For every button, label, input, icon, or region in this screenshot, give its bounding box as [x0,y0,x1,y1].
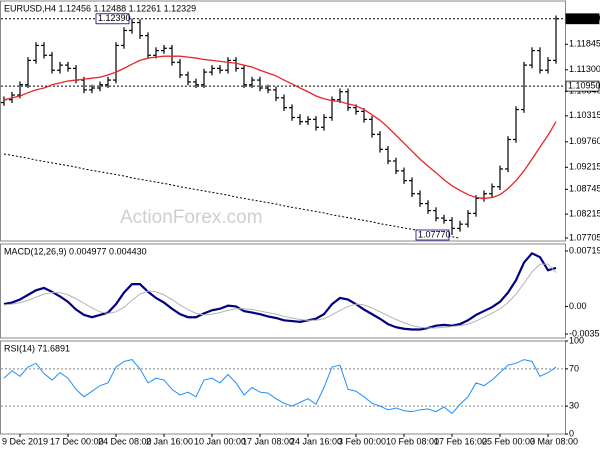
y-tick-label: 1.08745 [569,184,600,194]
x-tick-label: 25 Feb 00:00 [482,436,535,446]
x-tick-label: 3 Feb 00:00 [338,436,386,446]
y-tick-label: 1.07705 [569,232,600,242]
panel-frame [0,243,566,339]
x-tick-label: 17 Feb 16:00 [434,436,487,446]
x-tick-label: 3 Mar 08:00 [530,436,578,446]
y-tick-label: 0.00 [569,301,587,311]
indicator-line [3,263,557,329]
x-tick-label: 10 Jan 00:00 [194,436,246,446]
x-tick-label: 24 Dec 08:00 [98,436,152,446]
y-tick-label: 30 [569,400,579,410]
reference-label-box [565,13,600,25]
panel-title: MACD(12,26,9) 0.004977 0.004430 [4,246,147,256]
panel-title: EURUSD,H4 1.12456 1.12488 1.12261 1.1232… [4,3,196,13]
y-tick-label: 1.11300 [569,64,600,74]
panel-frame [0,340,566,435]
y-tick-label: 0.007196 [569,245,600,255]
panel-title: RSI(14) 71.6891 [4,343,70,353]
annotation-label: 1.07770 [418,229,451,239]
panel-frame [0,0,566,242]
indicator-line [3,359,557,415]
y-tick-label: 1.10315 [569,110,600,120]
reference-label-box [565,80,600,92]
y-tick-label: 1.09760 [569,136,600,146]
y-tick-label: -0.003585 [569,328,600,338]
y-tick-label: 0 [569,428,574,438]
y-tick-label: 1.11845 [569,39,600,49]
x-tick-label: 24 Jan 16:00 [290,436,342,446]
reference-label: 1.12390 [568,13,600,23]
watermark: ActionForex.com [120,207,263,228]
indicator-line [3,153,461,239]
x-tick-label: 9 Dec 2019 [2,436,48,446]
indicator-line [3,251,557,331]
indicator-line [3,55,557,200]
annotation-box [415,229,450,241]
x-tick-label: 10 Feb 08:00 [386,436,439,446]
y-tick-label: 70 [569,363,579,373]
x-tick-label: 2 Jan 16:00 [146,436,193,446]
annotation-box [95,13,130,25]
x-tick-label: 17 Dec 00:00 [50,436,104,446]
y-tick-label: 1.08215 [569,208,600,218]
y-tick-label: 100 [569,335,584,345]
y-tick-label: 1.09215 [569,162,600,172]
reference-label: 1.10950 [568,81,600,91]
x-tick-label: 17 Jan 08:00 [242,436,294,446]
annotation-label: 1.12390 [98,13,131,23]
